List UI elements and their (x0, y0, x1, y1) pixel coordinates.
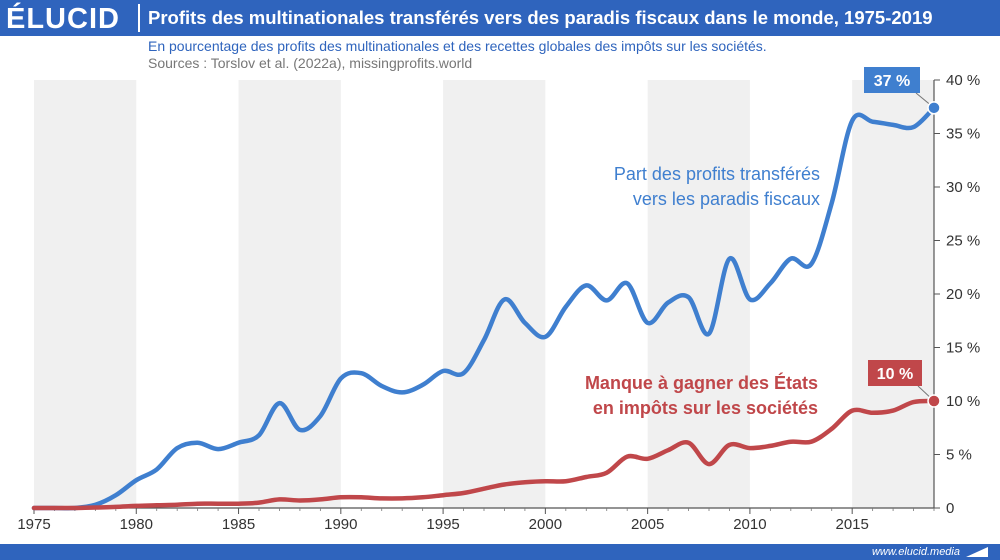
series-end-point (927, 394, 941, 408)
x-tick-label: 1980 (120, 516, 153, 533)
y-tick-label: 10 % (946, 393, 980, 410)
x-tick-label: 1995 (426, 516, 459, 533)
x-tick-label: 1990 (324, 516, 357, 533)
chart-source: Sources : Torslov et al. (2022a), missin… (148, 55, 473, 71)
y-tick-label: 5 % (946, 447, 972, 464)
chart-title: Profits des multinationales transférés v… (148, 7, 933, 28)
x-tick-label: 2015 (835, 516, 868, 533)
header-bar: ÉLUCID Profits des multinationales trans… (0, 0, 1000, 36)
end-value-label: 10 % (877, 366, 913, 383)
y-tick-label: 0 (946, 500, 954, 517)
y-tick-label: 15 % (946, 340, 980, 357)
y-tick-label: 40 % (946, 72, 980, 89)
y-tick-label: 20 % (946, 286, 980, 303)
chart-subtitle: En pourcentage des profits des multinati… (148, 38, 767, 54)
background-band (443, 80, 546, 508)
series-line-tax-loss (31, 398, 937, 511)
series-end-point (927, 101, 941, 115)
series-label-line: vers les paradis fiscaux (633, 189, 820, 209)
y-tick-label: 35 % (946, 126, 980, 143)
logo[interactable]: ÉLUCID (6, 3, 120, 35)
end-value-badge (868, 360, 922, 386)
background-band (647, 80, 750, 508)
x-tick-label: 2005 (631, 516, 664, 533)
x-tick-label: 2010 (733, 516, 766, 533)
y-tick-label: 25 % (946, 233, 980, 250)
background-band (852, 80, 934, 508)
x-tick-label: 1975 (17, 516, 50, 533)
series-label-line: Manque à gagner des États (585, 372, 818, 393)
background-band (238, 80, 341, 508)
end-value-label: 37 % (874, 73, 910, 90)
x-tick-label: 2000 (529, 516, 562, 533)
line-chart: 1975 1980 1985 1990 1995 2000 2005 2010 2015 0 5 %… (17, 67, 980, 533)
y-tick-label: 30 % (946, 179, 980, 196)
end-value-badge (864, 67, 920, 93)
footer-url[interactable]: www.elucid.media (871, 546, 960, 558)
brand-mark-icon (966, 547, 988, 557)
series-label-line: Part des profits transférés (614, 164, 820, 184)
background-band (34, 80, 137, 508)
series-label-line: en impôts sur les sociétés (593, 398, 818, 418)
footer-bar: www.elucid.media (0, 544, 1000, 560)
logo-divider (138, 4, 140, 32)
series-line-profits (31, 105, 937, 511)
x-tick-label: 1985 (222, 516, 255, 533)
